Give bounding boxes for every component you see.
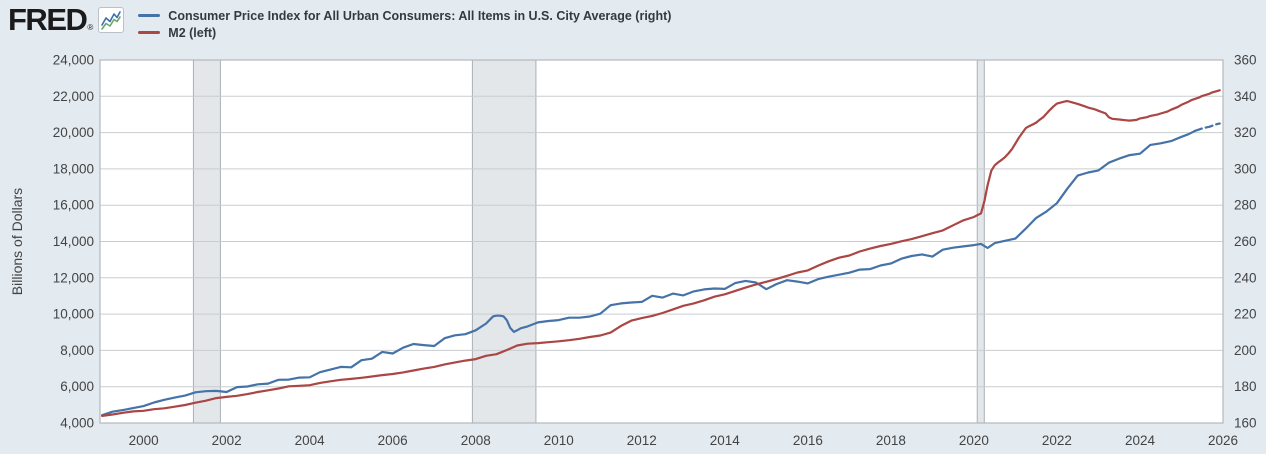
y-tick-right: 360 [1234,53,1257,68]
x-tick: 2004 [295,433,326,448]
y-axis-title: Billions of Dollars [9,188,25,295]
x-tick: 2018 [876,433,906,448]
y-tick-right: 260 [1234,234,1257,249]
m2-line [101,89,1221,417]
cpi-line-dashed [1194,122,1221,132]
y-tick-left: 22,000 [53,89,94,104]
x-tick: 2014 [710,433,741,448]
x-tick: 2006 [378,433,408,448]
chart-header: FRED ® Consumer Price Index for All Urba… [0,0,1266,48]
legend-label: Consumer Price Index for All Urban Consu… [168,8,672,23]
legend-label: M2 (left) [168,25,217,40]
y-tick-right: 220 [1234,307,1257,322]
y-tick-right: 300 [1234,161,1257,176]
cpi-line [101,129,1197,417]
x-tick: 2000 [129,433,159,448]
y-tick-left: 20,000 [53,125,94,140]
y-tick-right: 320 [1234,125,1257,140]
x-axis-labels: 2000 2002 2004 2006 2008 2010 2012 2014 2016 2018… [129,433,1238,448]
y-tick-right: 200 [1234,343,1257,358]
x-tick: 2022 [1042,433,1072,448]
chart-legend: Consumer Price Index for All Urban Consu… [138,8,671,40]
y-axis-right-labels: 160 180 200 220 240 260 280 300 320 340 360 [1234,53,1257,431]
y-tick-right: 180 [1234,379,1257,394]
x-tick: 2020 [959,433,989,448]
y-tick-left: 14,000 [53,234,94,249]
legend-swatch [138,31,161,34]
y-tick-right: 340 [1234,89,1257,104]
y-tick-right: 240 [1234,270,1257,285]
x-tick: 2024 [1125,433,1156,448]
y-tick-left: 12,000 [53,270,94,285]
y-tick-left: 18,000 [53,161,94,176]
x-tick: 2002 [212,433,242,448]
plot-border [99,59,1224,424]
y-tick-left: 16,000 [53,198,94,213]
y-tick-right: 160 [1234,416,1257,431]
legend-swatch [138,14,161,17]
legend-item-cpi[interactable]: Consumer Price Index for All Urban Consu… [138,8,671,23]
x-tick: 2012 [627,433,657,448]
y-tick-left: 6,000 [60,379,94,394]
x-tick: 2008 [461,433,491,448]
x-tick: 2016 [793,433,823,448]
y-tick-left: 4,000 [60,416,94,431]
x-tick: 2010 [544,433,574,448]
y-tick-left: 8,000 [60,343,94,358]
y-axis-left-labels: 4,000 6,000 8,000 10,000 12,000 14,000 16,000 1… [53,53,94,431]
legend-item-m2[interactable]: M2 (left) [138,25,671,40]
fred-logo-text: FRED [8,2,88,37]
y-tick-left: 10,000 [53,307,94,322]
fred-sparkline-icon [98,7,125,33]
fred-logo[interactable]: FRED ® [8,2,125,37]
y-tick-right: 280 [1234,198,1257,213]
x-tick: 2026 [1208,433,1238,448]
registered-mark: ® [87,23,94,32]
y-tick-left: 24,000 [53,53,94,68]
